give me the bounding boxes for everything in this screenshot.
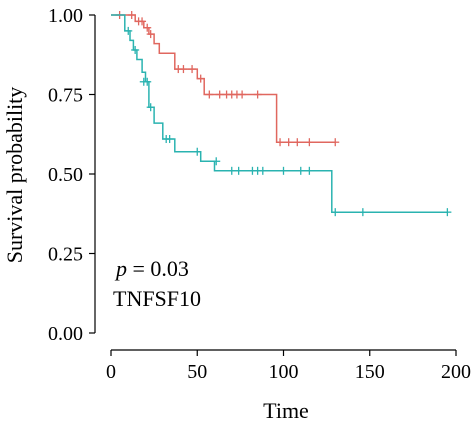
censor-mark [179, 65, 188, 74]
gene-label: TNFSF10 [113, 286, 201, 311]
x-tick-label: 150 [355, 361, 385, 383]
x-axis-label: Time [263, 398, 309, 423]
censor-mark [358, 208, 367, 217]
y-tick-label: 0.75 [48, 85, 83, 107]
censor-mark [293, 138, 302, 147]
censor-mark [284, 138, 293, 147]
censor-mark [234, 166, 243, 175]
censor-mark [238, 90, 247, 99]
p-symbol: p [114, 256, 127, 281]
censor-mark [127, 11, 136, 19]
censor-mark [146, 30, 155, 39]
censor-mark [276, 138, 285, 147]
censor-mark [124, 26, 133, 35]
censor-mark [215, 90, 224, 99]
censor-mark [305, 138, 314, 147]
censor-mark [253, 90, 262, 99]
censor-mark [258, 166, 267, 175]
censor-mark [443, 208, 452, 217]
p-value-annotation: p = 0.03 [114, 256, 189, 281]
y-tick-label: 0.25 [48, 244, 83, 266]
censor-mark [205, 90, 214, 99]
censor-mark [188, 65, 197, 74]
censor-mark [331, 138, 340, 147]
y-tick-label: 0.50 [48, 164, 83, 186]
censor-mark [196, 74, 205, 83]
survival-curve-2 [111, 14, 448, 213]
p-value: = 0.03 [127, 256, 189, 281]
censor-mark [146, 103, 155, 112]
x-tick-label: 200 [441, 361, 471, 383]
censor-mark [143, 77, 152, 86]
censor-mark [165, 135, 174, 144]
censor-mark [131, 45, 140, 54]
y-axis-label: Survival probability [2, 87, 27, 264]
y-tick-label: 0.00 [48, 323, 83, 345]
survival-curve-1 [111, 14, 336, 143]
censor-mark [296, 166, 305, 175]
censor-mark [305, 166, 314, 175]
x-tick-label: 50 [187, 361, 207, 383]
censor-mark [143, 23, 152, 32]
censor-mark [138, 17, 147, 26]
censor-mark [279, 166, 288, 175]
x-tick-label: 100 [269, 361, 299, 383]
censor-mark [331, 208, 340, 217]
y-tick-label: 1.00 [48, 5, 83, 27]
censor-mark [193, 147, 202, 156]
censor-mark [212, 157, 221, 166]
censor-mark [227, 166, 236, 175]
x-tick-label: 0 [106, 361, 116, 383]
